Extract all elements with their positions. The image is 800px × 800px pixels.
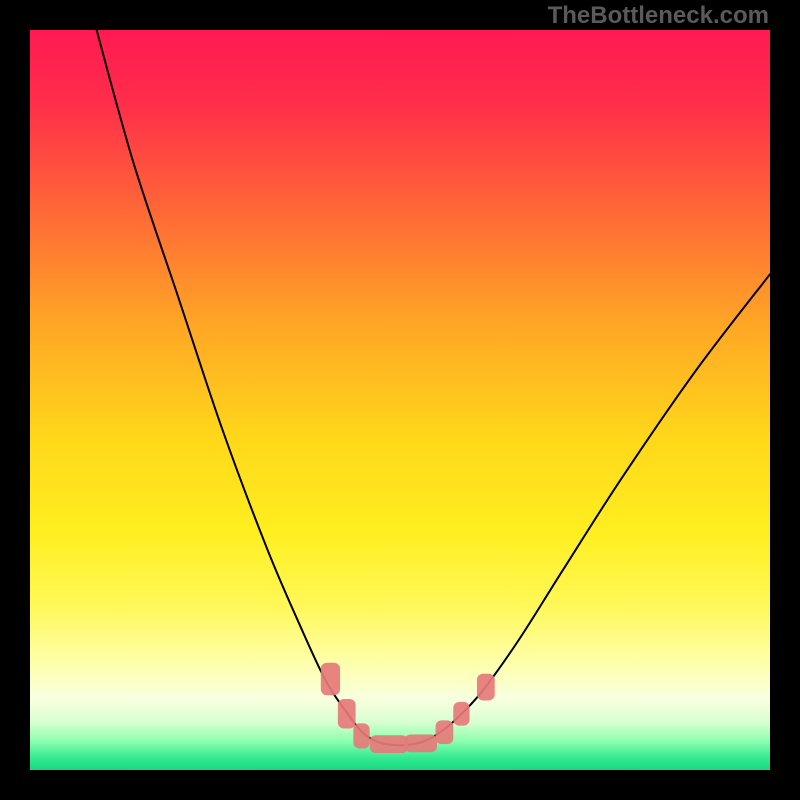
curve-marker [436,720,454,744]
curve-marker [404,734,437,752]
curve-marker [370,735,408,753]
curve-marker [453,702,469,726]
chart-svg [0,0,800,800]
plot-background [30,30,770,770]
watermark-text: TheBottleneck.com [548,2,769,30]
curve-marker [321,663,340,696]
curve-marker [353,723,369,748]
curve-marker [477,674,495,701]
curve-marker [338,699,356,729]
